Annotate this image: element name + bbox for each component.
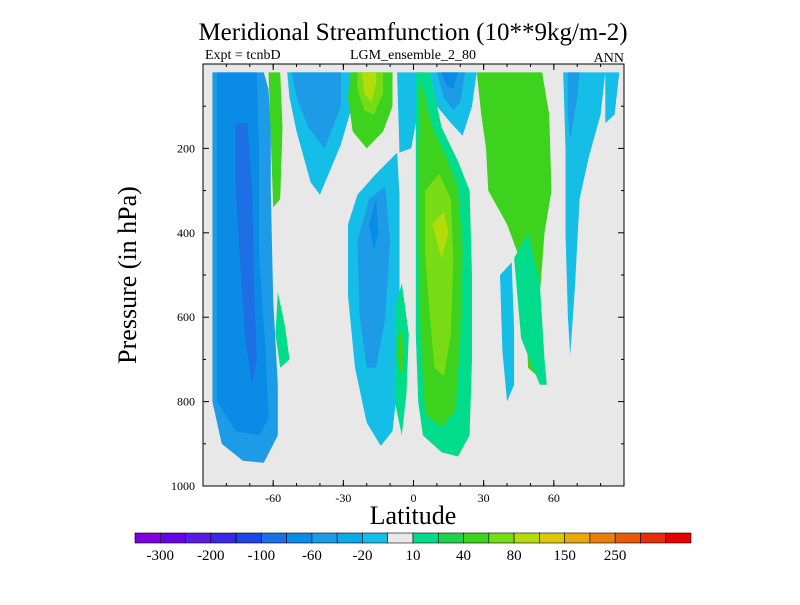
contour-regions	[212, 72, 620, 463]
colorbar-box	[640, 532, 667, 544]
contour-upper-blue-15-core	[441, 72, 458, 90]
contour-upper-blue-15-inner	[436, 72, 465, 111]
y-tick-label: 1000	[171, 479, 195, 493]
axis-ticks: -60 -30 0 30 60 200 400 600 800 1000	[171, 64, 624, 505]
contour-green-lobe-35	[275, 291, 290, 368]
contour-n-blue-lobe-35	[500, 262, 515, 402]
colorbar-box	[412, 532, 439, 544]
center-subtitle: LGM_ensemble_2_80	[350, 48, 476, 63]
colorbar-box	[564, 532, 591, 544]
colorbar-box	[387, 532, 414, 544]
contour-north-green-peak	[432, 211, 449, 259]
x-axis-label: Latitude	[370, 501, 457, 530]
chart-title: Meridional Streamfunction (10**9kg/m-2)	[198, 19, 627, 46]
colorbar-box	[235, 532, 262, 544]
colorbar-label: 10	[406, 548, 421, 564]
colorbar-box	[159, 532, 186, 544]
colorbar-box	[665, 532, 692, 544]
colorbar-box	[362, 532, 389, 544]
x-tick-label: -60	[265, 491, 281, 505]
colorbar-box	[589, 532, 616, 544]
colorbar-label: -200	[197, 548, 225, 564]
colorbar-box	[185, 532, 212, 544]
colorbar-box	[286, 532, 313, 544]
colorbar-box	[336, 532, 363, 544]
colorbar-label: 250	[604, 548, 627, 564]
right-subtitle: ANN	[594, 51, 624, 66]
colorbar-box	[437, 532, 464, 544]
colorbar-box	[210, 532, 237, 544]
y-tick-label: 200	[177, 141, 195, 155]
colorbar-box	[261, 532, 287, 544]
x-tick-label: 60	[548, 491, 560, 505]
colorbar-box	[463, 532, 490, 544]
colorbar-label: 40	[456, 548, 471, 564]
x-tick-label: 30	[478, 491, 490, 505]
colorbar-label: -60	[302, 548, 322, 564]
contour-n-blue-70	[563, 72, 606, 356]
y-tick-label: 600	[177, 310, 195, 324]
colorbar-label: -100	[248, 548, 276, 564]
colorbar-box	[539, 532, 565, 544]
contour-green-upper-30-core	[362, 72, 377, 102]
colorbar-box	[614, 532, 641, 544]
left-subtitle: Expt = tcnbD	[205, 48, 281, 63]
colorbar: -300 -200 -100 -60 -20 10 40 80 150 250	[134, 532, 692, 564]
colorbar-box	[311, 532, 338, 544]
y-tick-label: 400	[177, 226, 195, 240]
contour-n-blue-80	[605, 72, 620, 124]
y-axis-label: Pressure (in hPa)	[113, 186, 142, 364]
contour-mid-blue-20-inner	[357, 186, 391, 368]
colorbar-label: -20	[352, 548, 372, 564]
contour-green-low-10-inner	[397, 325, 405, 377]
x-tick-label: 0	[411, 491, 417, 505]
contour-mid-blue-20-core	[369, 199, 379, 250]
colorbar-label: 80	[507, 548, 522, 564]
contour-band-42-inner	[291, 72, 341, 149]
colorbar-label: 150	[553, 548, 576, 564]
contour-n-blue-70-inner	[567, 72, 580, 140]
contour-n-teal-45	[514, 232, 547, 385]
x-tick-label: -30	[335, 491, 351, 505]
y-tick-label: 800	[177, 395, 195, 409]
contour-band-46	[268, 72, 283, 208]
colorbar-box	[488, 532, 515, 544]
colorbar-box	[134, 532, 161, 544]
colorbar-label: -300	[147, 548, 175, 564]
contour-sh-cell-core	[235, 123, 257, 385]
colorbar-box	[513, 532, 540, 544]
